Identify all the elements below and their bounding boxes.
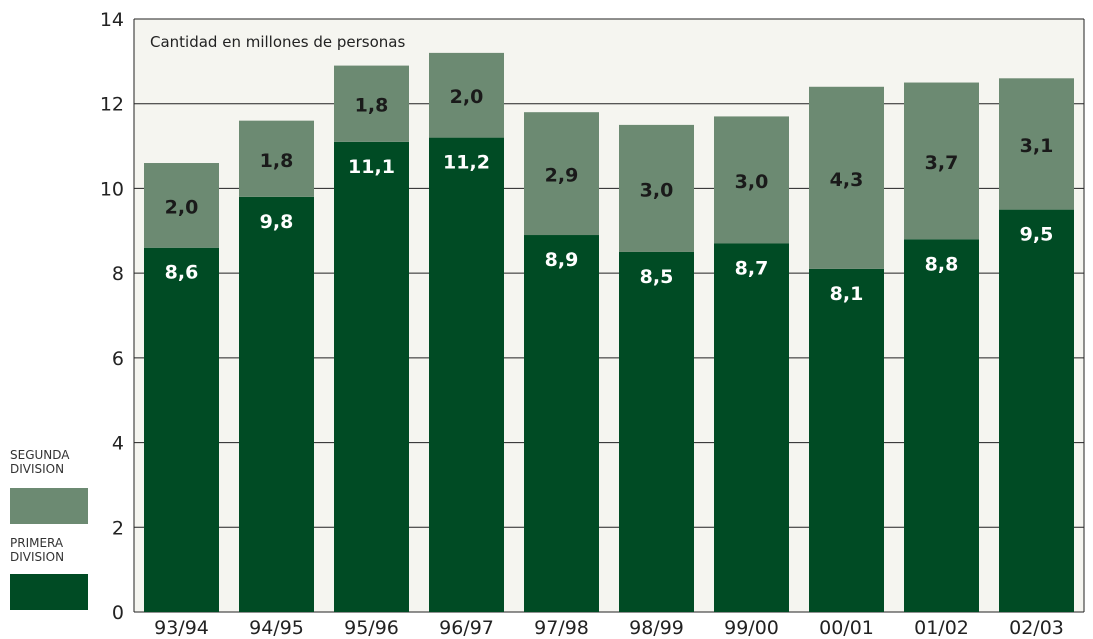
data-label-primera: 11,2	[443, 152, 490, 174]
x-tick-label: 93/94	[154, 617, 209, 639]
bar-primera	[334, 141, 409, 613]
bar-segunda	[904, 82, 979, 240]
data-label-primera: 8,8	[925, 253, 959, 275]
x-tick-label: 97/98	[534, 617, 589, 639]
legend-swatch-segunda	[10, 488, 88, 524]
y-tick-label: 0	[112, 602, 124, 624]
bar-primera	[239, 196, 314, 612]
data-label-segunda: 2,9	[545, 165, 579, 187]
data-label-primera: 8,7	[735, 257, 769, 279]
data-label-primera: 11,1	[348, 156, 395, 178]
data-label-segunda: 2,0	[450, 86, 484, 108]
data-label-segunda: 3,0	[735, 171, 769, 193]
x-tick-label: 00/01	[819, 617, 874, 639]
y-tick-label: 10	[100, 178, 124, 200]
bar-segunda	[809, 86, 884, 269]
data-label-primera: 9,8	[260, 211, 294, 233]
y-tick-label: 14	[100, 9, 124, 31]
bar-segunda	[334, 65, 409, 142]
bar-segunda	[524, 112, 599, 236]
data-label-segunda: 3,7	[925, 152, 959, 174]
bar-segunda	[144, 163, 219, 248]
data-label-segunda: 3,0	[640, 179, 674, 201]
bar-segunda	[429, 52, 504, 138]
y-tick-label: 12	[100, 94, 124, 116]
legend-swatch-primera	[10, 574, 88, 610]
data-label-primera: 8,9	[545, 249, 579, 271]
bar-segunda	[239, 120, 314, 197]
bar-primera	[999, 209, 1074, 612]
data-label-primera: 8,6	[165, 262, 199, 284]
data-label-primera: 9,5	[1020, 224, 1054, 246]
x-tick-label: 02/03	[1009, 617, 1064, 639]
data-label-segunda: 3,1	[1020, 135, 1054, 157]
x-tick-label: 94/95	[249, 617, 304, 639]
x-tick-label: 98/99	[629, 617, 684, 639]
chart-subtitle: Cantidad en millones de personas	[150, 33, 406, 51]
x-tick-label: 96/97	[439, 617, 494, 639]
bar-primera	[809, 268, 884, 612]
bar-segunda	[619, 124, 694, 252]
bar-primera	[144, 247, 219, 612]
bar-segunda	[999, 78, 1074, 210]
bar-primera	[429, 137, 504, 612]
data-label-segunda: 1,8	[260, 150, 294, 172]
legend-label-segunda: SEGUNDA DIVISION	[10, 448, 70, 476]
data-label-segunda: 2,0	[165, 196, 199, 218]
bar-primera	[904, 239, 979, 612]
y-tick-label: 2	[112, 517, 124, 539]
data-label-segunda: 1,8	[355, 95, 389, 117]
y-tick-label: 8	[112, 263, 124, 285]
data-label-primera: 8,5	[640, 266, 674, 288]
bar-primera	[524, 235, 599, 612]
y-tick-label: 6	[112, 348, 124, 370]
y-tick-label: 4	[112, 433, 124, 455]
data-label-primera: 8,1	[830, 283, 864, 305]
x-tick-label: 99/00	[724, 617, 779, 639]
bar-primera	[714, 243, 789, 612]
x-tick-label: 01/02	[914, 617, 969, 639]
legend-label-primera: PRIMERA DIVISION	[10, 536, 65, 564]
x-tick-label: 95/96	[344, 617, 399, 639]
bar-segunda	[714, 116, 789, 244]
data-label-segunda: 4,3	[830, 169, 864, 191]
bar-primera	[619, 251, 694, 612]
